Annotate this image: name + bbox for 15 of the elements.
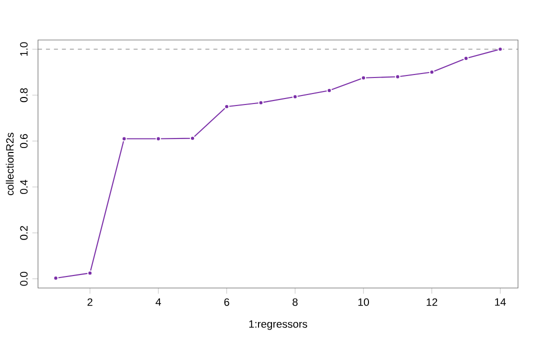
y-tick-label: 0.6 (20, 134, 28, 148)
y-tick-label: 0.2 (20, 226, 28, 240)
x-tick-label: 10 (358, 298, 369, 306)
x-tick-label: 2 (88, 298, 92, 306)
x-tick-label: 6 (224, 298, 230, 306)
y-axis-title: collectionR2s (6, 132, 14, 196)
x-tick-label: 12 (426, 298, 438, 306)
y-tick-label: 0.4 (20, 180, 28, 194)
x-tick-label: 4 (156, 298, 161, 306)
x-tick-label: 14 (495, 298, 506, 306)
y-tick-label: 0.8 (20, 88, 28, 102)
x-axis-title: 1:regressors (249, 320, 308, 330)
y-tick-label: 0.0 (20, 272, 28, 286)
y-tick-label: 1.0 (20, 42, 28, 56)
x-tick-label: 8 (292, 298, 298, 306)
